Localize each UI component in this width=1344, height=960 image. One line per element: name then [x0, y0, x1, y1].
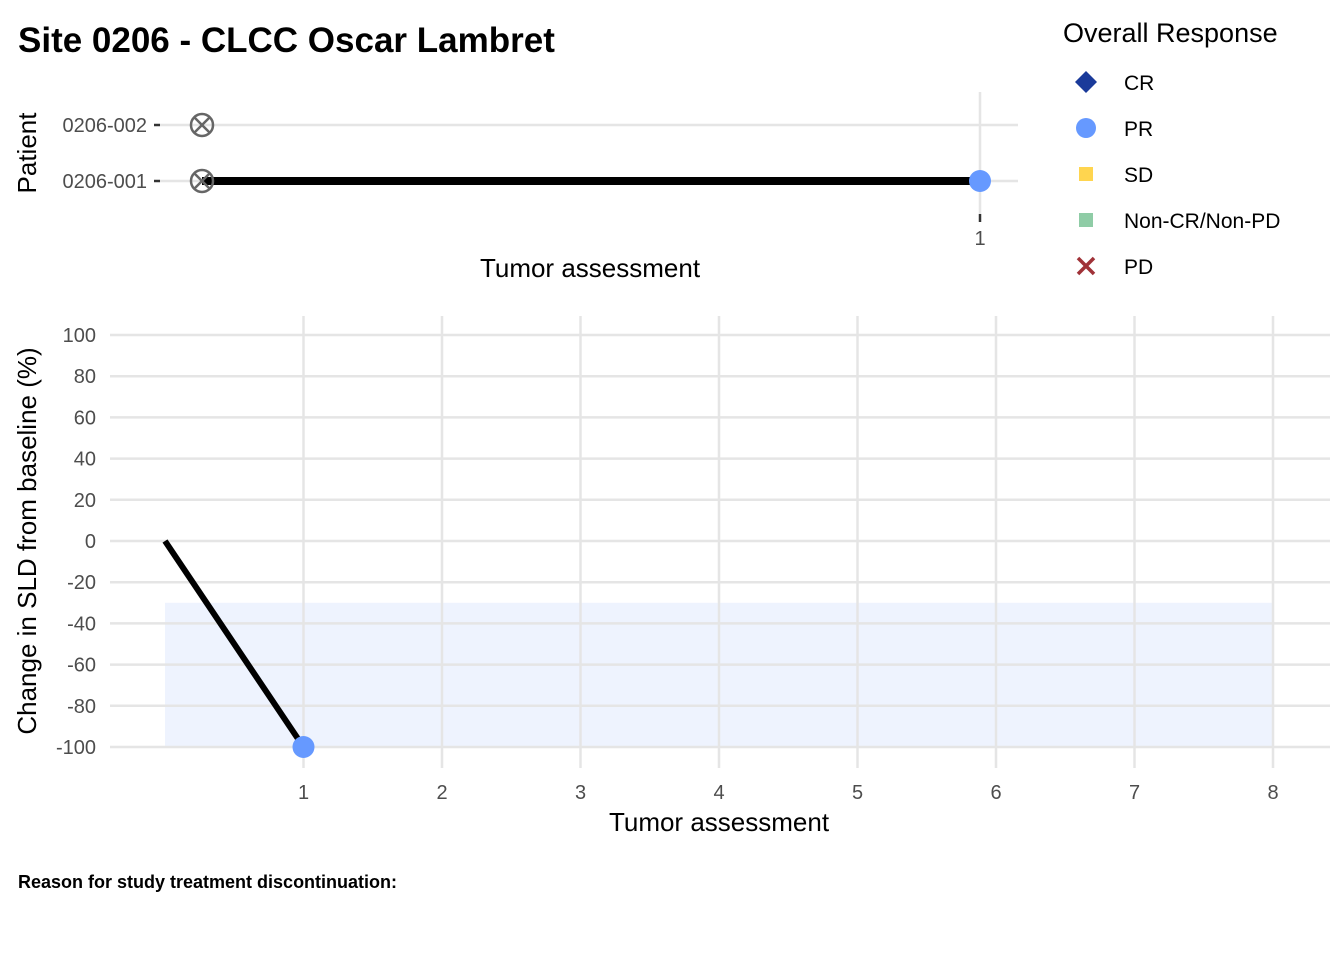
legend-label: PD	[1124, 256, 1153, 279]
y-tick-label: 60	[74, 407, 96, 429]
x-tick-label: 1	[974, 228, 985, 250]
diamond-symbol	[1075, 71, 1097, 93]
legend-key-pr	[1076, 118, 1096, 138]
y-tick-label: -20	[67, 572, 96, 594]
x-tick-label: 3	[575, 782, 586, 804]
x-tick-label: 2	[436, 782, 447, 804]
patient-label: 0206-002	[62, 115, 147, 137]
baseline-cross-b	[193, 172, 211, 190]
legend-label: SD	[1124, 164, 1153, 187]
y-tick-label: 20	[74, 490, 96, 512]
legend-key-pd	[1076, 256, 1096, 276]
assessment-point-pr	[969, 170, 991, 192]
x-tick-label: 8	[1267, 782, 1278, 804]
top-x-axis-title: Tumor assessment	[480, 253, 701, 283]
baseline-circle	[189, 112, 215, 138]
legend-key-cr	[1075, 71, 1097, 93]
baseline-marker	[189, 168, 215, 194]
bottom-y-axis-title: Change in SLD from baseline (%)	[12, 347, 42, 734]
swimmer-plot: 1 0206-001 0206-002 Tumor assessment Patient	[12, 92, 1018, 283]
baseline-marker	[189, 112, 215, 138]
top-y-axis-title: Patient	[12, 112, 42, 194]
y-tick-label: 0	[85, 531, 96, 553]
y-tick-label: 40	[74, 449, 96, 471]
x-tick-label: 4	[713, 782, 724, 804]
legend-key-sd	[1079, 167, 1093, 181]
legend-label: CR	[1124, 72, 1154, 95]
x-tick-label: 1	[298, 782, 309, 804]
sld-change-line	[162, 539, 306, 749]
y-tick-label: -80	[67, 696, 96, 718]
x-tick-label: 6	[990, 782, 1001, 804]
x-tick-label: 5	[852, 782, 863, 804]
y-tick-label: -60	[67, 655, 96, 677]
baseline-cross-b	[193, 116, 211, 134]
square-symbol	[1079, 213, 1093, 227]
legend-key-non-cr-non-pd	[1079, 213, 1093, 227]
chart-title: Site 0206 - CLCC Oscar Lambret	[18, 21, 555, 60]
y-tick-label: 100	[63, 325, 96, 347]
baseline-circle	[189, 168, 215, 194]
square-symbol	[1079, 167, 1093, 181]
patient-label: 0206-001	[62, 171, 147, 193]
legend: Overall Response CR PR SD Non-CR/Non-PD PD	[1063, 18, 1280, 279]
x-tick-label: 7	[1129, 782, 1140, 804]
legend-label: Non-CR/Non-PD	[1124, 210, 1280, 233]
sld-change-plot: 100 80 60 40 20 0 -20 -40 -60 -80 -100 1 2 3 4 5 6 7 8 Tumo…	[12, 316, 1330, 837]
discontinuation-caption: Reason for study treatment discontinuati…	[18, 872, 397, 892]
cross-symbol-b	[1076, 256, 1096, 276]
legend-title: Overall Response	[1063, 18, 1278, 48]
legend-label: PR	[1124, 118, 1153, 141]
sld-point-pr	[292, 736, 315, 758]
y-tick-label: 80	[74, 366, 96, 388]
circle-symbol	[1076, 118, 1096, 138]
y-tick-label: -100	[56, 737, 96, 759]
bottom-x-axis-title: Tumor assessment	[609, 807, 830, 837]
y-tick-label: -40	[67, 613, 96, 635]
